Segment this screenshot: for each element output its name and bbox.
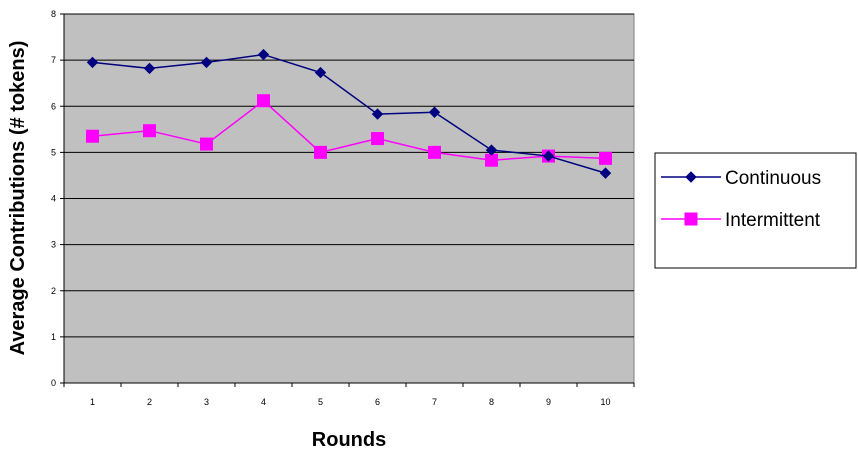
x-tick-label: 6 bbox=[375, 397, 380, 407]
y-tick-label: 6 bbox=[51, 101, 56, 111]
x-tick-label: 3 bbox=[204, 397, 209, 407]
data-point-continuous bbox=[143, 62, 156, 75]
x-tick-label: 5 bbox=[318, 397, 323, 407]
series-line-intermittent bbox=[92, 99, 606, 161]
data-point-continuous bbox=[542, 150, 555, 162]
x-tick-label: 8 bbox=[489, 397, 494, 407]
legend-label-intermittent: Intermittent bbox=[725, 210, 821, 231]
y-tick-label: 3 bbox=[51, 240, 56, 250]
x-tick-label: 2 bbox=[147, 397, 152, 407]
data-point-continuous bbox=[485, 144, 498, 156]
series-layer bbox=[86, 48, 612, 179]
series-continuous bbox=[86, 48, 612, 179]
legend-box bbox=[654, 152, 857, 269]
y-tick-label: 4 bbox=[51, 194, 56, 204]
series-intermittent bbox=[86, 94, 612, 167]
x-tick-label: 1 bbox=[90, 397, 95, 407]
gridlines bbox=[64, 13, 634, 338]
legend-marker-intermittent bbox=[684, 212, 698, 226]
legend-marker-continuous bbox=[685, 171, 697, 183]
legend-item-intermittent: Intermittent bbox=[661, 210, 821, 231]
legend-label-continuous: Continuous bbox=[725, 168, 821, 189]
legend-item-continuous: Continuous bbox=[661, 168, 821, 189]
data-point-intermittent bbox=[86, 129, 99, 143]
x-tick-label: 10 bbox=[600, 397, 610, 407]
data-point-intermittent bbox=[257, 94, 270, 108]
data-point-intermittent bbox=[143, 124, 156, 138]
y-axis-ticks: 0 1 2 3 4 5 6 7 8 bbox=[51, 9, 64, 388]
data-point-continuous bbox=[314, 66, 327, 79]
y-tick-label: 1 bbox=[51, 332, 56, 342]
x-tick-label: 9 bbox=[546, 397, 551, 407]
series-line-continuous bbox=[92, 53, 606, 174]
legend: Continuous Intermittent bbox=[654, 152, 857, 269]
data-point-intermittent bbox=[428, 145, 441, 159]
x-axis-title: Rounds bbox=[312, 429, 386, 451]
x-tick-label: 4 bbox=[261, 397, 266, 407]
x-tick-label: 7 bbox=[432, 397, 437, 407]
data-point-intermittent bbox=[371, 132, 384, 146]
y-tick-label: 0 bbox=[51, 378, 56, 388]
data-point-continuous bbox=[86, 56, 99, 69]
data-point-intermittent bbox=[314, 145, 327, 159]
y-axis-title: Average Contributions (# tokens) bbox=[7, 41, 29, 356]
data-point-intermittent bbox=[599, 151, 612, 165]
data-point-continuous bbox=[371, 108, 384, 120]
y-tick-label: 8 bbox=[51, 9, 56, 19]
data-point-intermittent bbox=[200, 137, 213, 151]
data-point-continuous bbox=[200, 56, 213, 69]
data-point-continuous bbox=[257, 48, 270, 61]
data-point-continuous bbox=[599, 167, 612, 179]
data-point-intermittent bbox=[485, 153, 498, 167]
y-tick-label: 7 bbox=[51, 55, 56, 65]
x-axis-ticks: 1 2 3 4 5 6 7 8 9 10 bbox=[63, 383, 635, 407]
data-point-continuous bbox=[428, 106, 441, 118]
y-tick-label: 2 bbox=[51, 286, 56, 296]
y-tick-label: 5 bbox=[51, 147, 56, 157]
